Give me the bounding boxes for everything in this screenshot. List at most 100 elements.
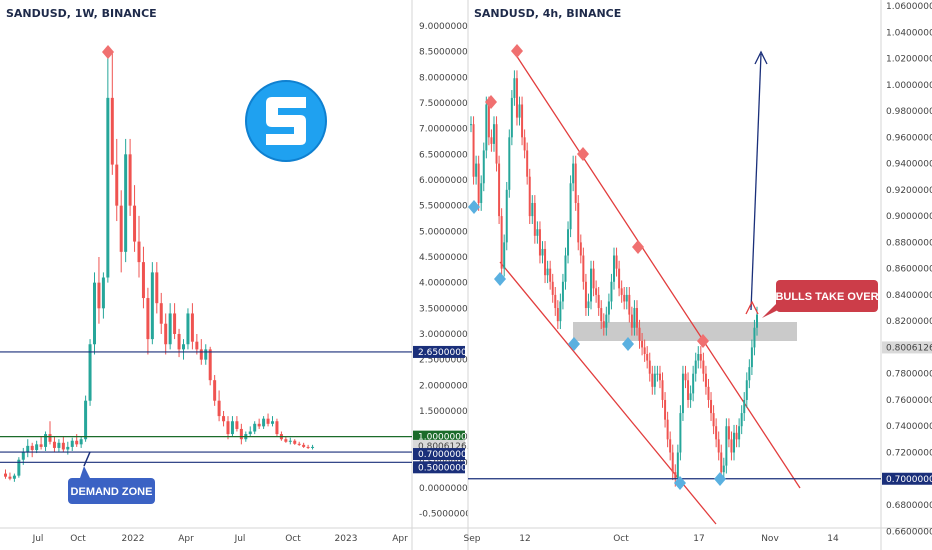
weekly-y-tick-label: 5.00000000: [419, 227, 474, 237]
weekly-candle: [204, 349, 208, 360]
four-hour-candle: [498, 163, 501, 217]
weekly-price-tag: [413, 430, 465, 443]
four-hour-candle: [597, 294, 600, 309]
low-marker: [622, 337, 634, 351]
four-hour-candle: [546, 268, 549, 276]
weekly-y-tick-label: 5.50000000: [419, 202, 474, 212]
weekly-candle: [173, 313, 177, 334]
weekly-candle: [115, 164, 119, 206]
four-hour-candle: [521, 104, 524, 138]
bulls-take-over-label: BULLS TAKE OVER: [775, 291, 878, 303]
weekly-candle: [39, 444, 43, 447]
weekly-candle: [190, 313, 194, 342]
four-hour-candle: [694, 360, 697, 374]
high-marker: [697, 334, 709, 348]
weekly-candle: [61, 442, 65, 450]
swing-markers: [468, 44, 726, 490]
weekly-candle: [262, 418, 266, 427]
four-hour-candles: [470, 70, 758, 487]
four-hour-candle: [523, 137, 526, 151]
four-hour-candle: [605, 314, 608, 328]
weekly-y-tick-label: 7.50000000: [419, 99, 474, 109]
four-hour-candle: [651, 373, 654, 387]
four-hour-candle: [610, 281, 613, 302]
weekly-candle: [150, 272, 154, 340]
four-hour-candle: [630, 314, 633, 328]
weekly-candle: [195, 341, 199, 350]
weekly-x-tick-label: Apr: [392, 534, 408, 544]
weekly-x-tick-label: Apr: [178, 534, 194, 544]
weekly-candle: [159, 303, 163, 324]
weekly-price-tag-label: 0.70000000: [418, 450, 473, 460]
four-hour-candle: [477, 163, 480, 203]
weekly-candle: [168, 313, 172, 345]
four-hour-candle: [638, 327, 641, 341]
four-hour-candle: [613, 255, 615, 282]
four-hour-candle: [738, 426, 741, 440]
four-hour-x-tick-label: 14: [827, 534, 839, 544]
four-hour-candle: [602, 321, 605, 328]
four-hour-candle: [592, 268, 595, 289]
four-hour-candle: [687, 380, 690, 400]
four-hour-candle: [625, 294, 628, 302]
weekly-candle: [88, 344, 92, 401]
weekly-candle: [253, 423, 257, 432]
four-hour-y-tick-label: 1.06000000: [886, 2, 932, 12]
four-hour-candle: [674, 472, 677, 479]
four-hour-candle: [544, 248, 547, 276]
weekly-candle: [248, 431, 252, 435]
four-hour-candle: [556, 308, 559, 322]
four-hour-candle: [515, 78, 518, 118]
four-hour-x-tick-label: Nov: [761, 534, 779, 544]
weekly-candle: [84, 400, 88, 440]
four-hour-candle: [666, 419, 669, 440]
four-hour-candle: [633, 308, 636, 328]
four-hour-candle: [490, 137, 493, 144]
four-hour-price-tag: [882, 472, 932, 485]
four-hour-price-tag-label: 0.80061265: [886, 343, 932, 353]
four-hour-candle: [717, 439, 720, 453]
weekly-price-tag-label: 1.00000000: [418, 433, 473, 443]
four-hour-candle: [559, 301, 562, 322]
four-hour-candle: [533, 202, 536, 236]
four-hour-candle: [681, 373, 684, 414]
four-hour-y-tick-label: 1.00000000: [886, 81, 932, 91]
high-marker: [511, 44, 523, 58]
weekly-candle: [52, 441, 56, 448]
four-hour-candle: [692, 373, 695, 394]
demand-zone-callout: DEMAND ZONE: [68, 451, 155, 504]
four-hour-candle: [648, 360, 651, 374]
four-hour-candle: [745, 380, 748, 400]
weekly-ath-marker: [102, 45, 114, 59]
weekly-candle: [208, 349, 212, 381]
weekly-plot-area: [0, 0, 412, 528]
four-hour-candle: [715, 426, 718, 440]
weekly-y-tick-label: 9.00000000: [419, 22, 474, 32]
weekly-candle: [306, 446, 310, 448]
weekly-candle: [226, 421, 230, 435]
four-hour-candle: [607, 301, 610, 315]
four-hour-candle: [753, 327, 756, 348]
weekly-candle: [222, 416, 226, 422]
four-hour-candle: [661, 380, 664, 400]
weekly-candle: [119, 205, 123, 252]
weekly-candle: [271, 421, 274, 424]
weekly-y-tick-label: 0.00000000: [419, 484, 474, 494]
four-hour-candle: [482, 150, 485, 184]
weekly-candle: [128, 154, 132, 206]
four-hour-candle: [600, 308, 603, 322]
four-hour-candle: [595, 288, 598, 295]
weekly-price-tag-label: 0.80061265: [418, 442, 472, 452]
weekly-candle: [239, 428, 243, 440]
four-hour-candle: [551, 281, 554, 295]
four-hour-candle: [684, 373, 687, 381]
four-hour-candle: [697, 353, 700, 361]
weekly-candle: [133, 205, 137, 242]
demand-zone-label: DEMAND ZONE: [71, 486, 153, 498]
four-hour-candle: [485, 104, 488, 151]
